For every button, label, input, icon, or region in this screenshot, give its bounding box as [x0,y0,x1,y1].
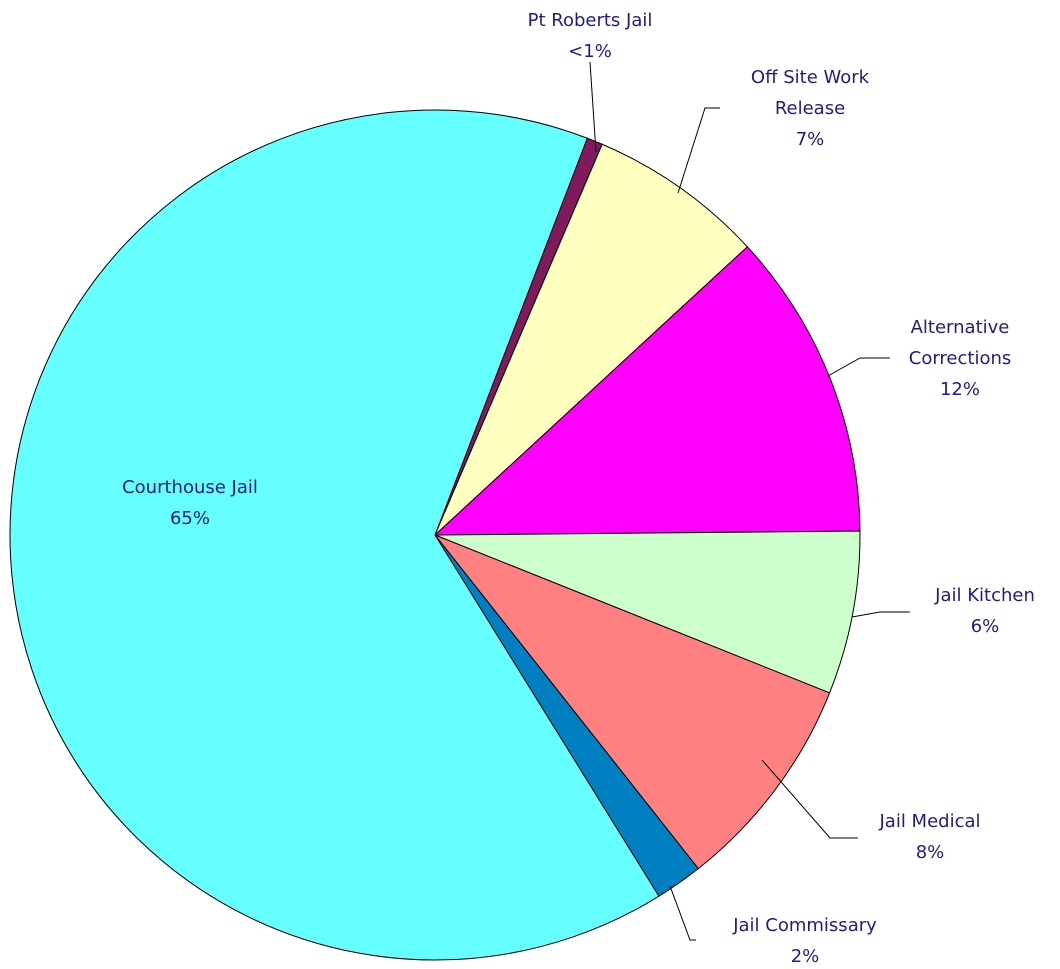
leader-line [827,357,890,377]
pie-slice [434,530,861,694]
slice-name: Jail Kitchen [935,585,1035,606]
slice-name: Jail Commissary [733,915,877,936]
slice-name: Jail Medical [879,811,981,832]
slice-label: Alternative Corrections 12% [895,312,1025,405]
slice-label: Pt Roberts Jail <1% [480,5,700,67]
slice-label: Courthouse Jail 65% [80,472,300,534]
leader-line [669,885,696,941]
slice-percent: 12% [939,379,980,400]
slice-label: Jail Commissary 2% [695,910,915,969]
pie-slice [433,533,831,870]
slice-percent: 7% [795,129,825,150]
leader-line [761,759,858,839]
pie-slice [434,143,749,536]
slice-name: Pt Roberts Jail [527,10,653,31]
slice-name: Alternative Corrections [908,317,1012,369]
leader-line [589,61,597,153]
slice-percent: 65% [169,508,210,529]
slice-percent: 2% [790,946,820,967]
slice-label: Jail Medical 8% [850,806,1010,868]
slice-percent: 6% [970,616,1000,637]
pie-slice [433,246,861,536]
leader-line [677,107,720,194]
slice-percent: 8% [915,842,945,863]
leader-line [851,611,910,618]
slice-percent: <1% [568,41,612,62]
pie-slice [9,109,660,961]
slice-name: Courthouse Jail [122,477,258,498]
slice-label: Off Site Work Release 7% [735,62,885,155]
slice-label: Jail Kitchen 6% [905,580,1060,642]
slice-name: Off Site Work Release [750,67,870,119]
